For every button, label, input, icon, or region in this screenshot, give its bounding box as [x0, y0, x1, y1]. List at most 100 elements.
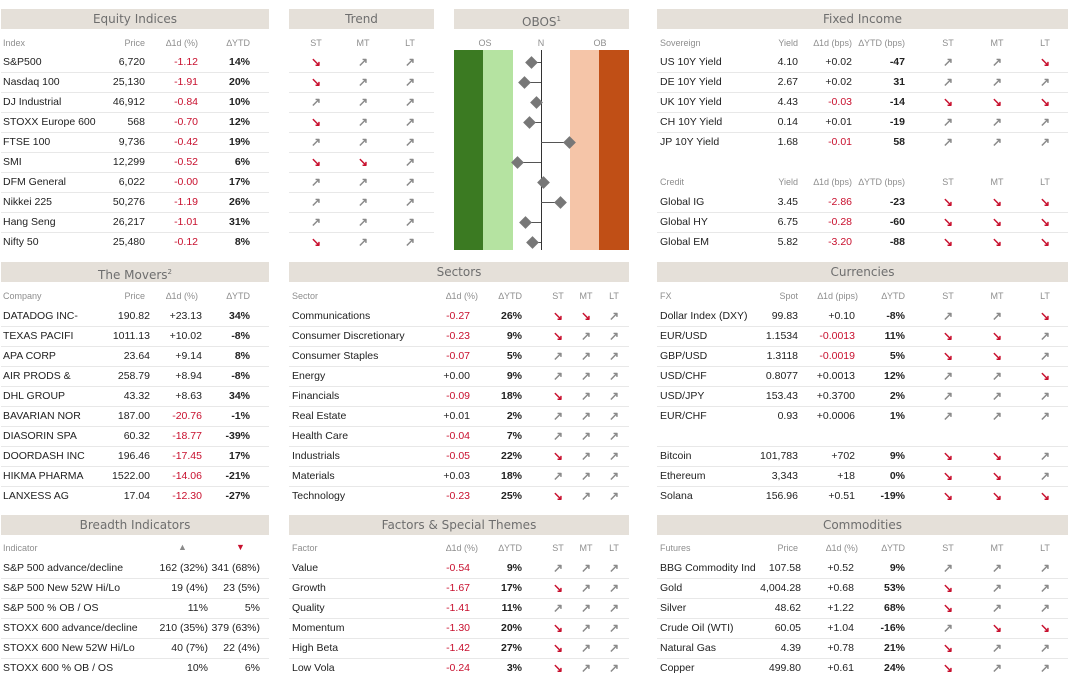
sector-change-1d: -0.04 — [446, 430, 470, 442]
trend-st-up-arrow-icon: ↗ — [310, 215, 322, 229]
equity-change-ytd: 26% — [228, 196, 250, 208]
credit-col-header: MT — [990, 177, 1004, 187]
crypto-mt-down-arrow-icon: ↘ — [991, 449, 1003, 463]
commodity-price: 4.39 — [780, 642, 801, 654]
currencies-col-header: ∆1d (pips) — [817, 291, 858, 301]
sector-name: Energy — [292, 370, 326, 382]
mover-change-ytd: -21% — [225, 470, 250, 482]
row-divider — [657, 212, 1068, 213]
row-divider — [1, 426, 269, 427]
row-divider — [657, 112, 1068, 113]
sovereign-change-ytd: -14 — [889, 96, 905, 108]
obos-zone-oversold-strong — [454, 50, 483, 250]
fx-st-up-arrow-icon: ↗ — [942, 369, 954, 383]
obos-marker — [519, 215, 533, 229]
row-divider — [657, 366, 1068, 367]
fx-spot: 153.43 — [765, 390, 798, 402]
movers-col-header: Company — [3, 291, 42, 301]
equity-change-1d: -0.84 — [174, 96, 198, 108]
factor-st-up-arrow-icon: ↗ — [552, 601, 564, 615]
mover-change-1d: -14.06 — [172, 470, 202, 482]
row-divider — [657, 386, 1068, 387]
sector-change-ytd: 2% — [506, 410, 522, 422]
trend-mt-up-arrow-icon: ↗ — [357, 95, 369, 109]
sector-name: Consumer Discretionary — [292, 330, 405, 342]
mover-company: DHL GROUP — [3, 390, 66, 402]
factor-name: Quality — [292, 602, 325, 614]
sector-st-up-arrow-icon: ↗ — [552, 349, 564, 363]
equity-change-ytd: 6% — [234, 156, 250, 168]
sovereign-st-up-arrow-icon: ↗ — [942, 55, 954, 69]
sovereign-lt-up-arrow-icon: ↗ — [1039, 135, 1051, 149]
row-divider — [657, 72, 1068, 73]
sovereign-mt-up-arrow-icon: ↗ — [991, 75, 1003, 89]
trend-lt-up-arrow-icon: ↗ — [404, 155, 416, 169]
commodity-name: Copper — [660, 662, 695, 674]
commodity-st-down-arrow-icon: ↘ — [942, 661, 954, 675]
sovereign-mt-down-arrow-icon: ↘ — [991, 95, 1003, 109]
sector-mt-up-arrow-icon: ↗ — [580, 349, 592, 363]
equity-change-1d: -0.00 — [174, 176, 198, 188]
mover-company: HIKMA PHARMA — [3, 470, 84, 482]
factors-header: Factors & Special Themes — [289, 515, 629, 535]
trend-col-header: MT — [356, 38, 370, 48]
commodity-change-1d: +0.52 — [827, 562, 854, 574]
sector-change-1d: -0.05 — [446, 450, 470, 462]
sovereign-st-down-arrow-icon: ↘ — [942, 95, 954, 109]
row-divider — [289, 366, 629, 367]
mover-company: LANXESS AG — [3, 490, 69, 502]
factor-lt-up-arrow-icon: ↗ — [608, 641, 620, 655]
credit-change-ytd: -88 — [889, 236, 905, 248]
credit-lt-down-arrow-icon: ↘ — [1039, 215, 1051, 229]
row-divider — [657, 598, 1068, 599]
commodity-st-down-arrow-icon: ↘ — [942, 641, 954, 655]
sector-change-ytd: 25% — [500, 490, 522, 502]
row-divider — [1, 638, 269, 639]
mover-price: 187.00 — [117, 410, 150, 422]
sectors-col-header: ∆1d (%) — [445, 291, 478, 301]
fx-change-1d: +0.10 — [828, 310, 855, 322]
sector-change-ytd: 18% — [500, 470, 522, 482]
fx-mt-up-arrow-icon: ↗ — [991, 369, 1003, 383]
breadth-decliners: 5% — [244, 602, 260, 614]
credit-yield: 6.75 — [777, 216, 798, 228]
breadth-advancers: 19 (4%) — [171, 582, 208, 594]
mover-change-ytd: 17% — [228, 450, 250, 462]
trend-mt-up-arrow-icon: ↗ — [357, 55, 369, 69]
factor-mt-up-arrow-icon: ↗ — [580, 581, 592, 595]
commodity-lt-down-arrow-icon: ↘ — [1039, 621, 1051, 635]
equity-indices-header-title: Equity Indices — [92, 12, 178, 26]
commodity-change-ytd: 24% — [883, 662, 905, 674]
commodity-lt-up-arrow-icon: ↗ — [1039, 641, 1051, 655]
sector-change-1d: +0.00 — [443, 370, 470, 382]
sector-name: Technology — [292, 490, 346, 502]
mover-change-1d: +10.02 — [169, 330, 202, 342]
row-divider — [1, 658, 269, 659]
factors-col-header: MT — [579, 543, 593, 553]
row-divider — [1, 406, 269, 407]
sector-lt-up-arrow-icon: ↗ — [608, 469, 620, 483]
sovereign-st-up-arrow-icon: ↗ — [942, 135, 954, 149]
equity-change-1d: -1.19 — [174, 196, 198, 208]
commodities-col-header: ST — [942, 543, 954, 553]
fx-mt-up-arrow-icon: ↗ — [991, 309, 1003, 323]
sector-st-up-arrow-icon: ↗ — [552, 369, 564, 383]
factor-change-ytd: 20% — [500, 622, 522, 634]
fx-lt-up-arrow-icon: ↗ — [1039, 329, 1051, 343]
credit-col-header: ∆1d (bps) — [813, 177, 852, 187]
breadth-header: Breadth Indicators — [1, 515, 269, 535]
equity-change-ytd: 31% — [228, 216, 250, 228]
commodities-header-title: Commodities — [822, 518, 903, 532]
mover-change-1d: -12.30 — [172, 490, 202, 502]
fx-lt-down-arrow-icon: ↘ — [1039, 369, 1051, 383]
credit-col-header: Credit — [660, 177, 685, 187]
sovereign-mt-up-arrow-icon: ↗ — [991, 115, 1003, 129]
sector-mt-up-arrow-icon: ↗ — [580, 469, 592, 483]
mover-change-ytd: -39% — [225, 430, 250, 442]
obos-header-title: OBOS — [522, 15, 557, 29]
mover-change-1d: -20.76 — [172, 410, 202, 422]
crypto-change-1d: +0.51 — [828, 490, 855, 502]
commodity-lt-up-arrow-icon: ↗ — [1039, 561, 1051, 575]
trend-st-down-arrow-icon: ↘ — [310, 155, 322, 169]
fx-change-ytd: -8% — [886, 310, 905, 322]
